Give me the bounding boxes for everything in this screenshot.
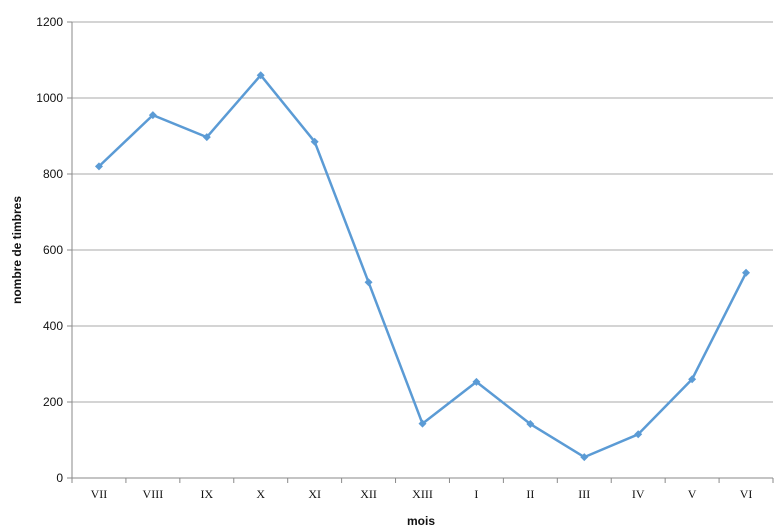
data-point-xiii — [418, 419, 427, 428]
x-tick-label-x: X — [256, 487, 265, 501]
y-tick-label: 200 — [43, 395, 63, 409]
data-point-vii — [94, 162, 103, 171]
x-tick-label-ix: IX — [200, 487, 213, 501]
y-tick-labels: 0 200 400 600 800 1000 1200 — [36, 15, 63, 485]
axes — [67, 21, 774, 483]
data-point-v — [688, 375, 697, 384]
x-tick-label-viii: VIII — [143, 487, 164, 501]
x-tick-label-vi: VI — [740, 487, 753, 501]
data-point-vi — [742, 268, 751, 277]
x-tick-label-iii: III — [578, 487, 590, 501]
data-point-iv — [634, 430, 643, 439]
y-tick-label: 1000 — [36, 91, 63, 105]
x-tick-label-ii: II — [526, 487, 534, 501]
gridlines — [72, 21, 773, 403]
x-tick-label-xiii: XIII — [412, 487, 433, 501]
data-point-xii — [364, 278, 373, 287]
y-tick-label: 1200 — [36, 15, 63, 29]
y-tick-label: 0 — [56, 471, 63, 485]
x-tick-label-xii: XII — [360, 487, 377, 501]
data-point-x — [256, 71, 265, 80]
data-point-iii — [580, 453, 589, 462]
y-tick-label: 600 — [43, 243, 63, 257]
x-tick-labels: VII VIII IX X XI XII XIII I II III IV V VI — [91, 487, 753, 501]
data-point-i — [472, 377, 481, 386]
y-axis-title: nombre de timbres — [10, 196, 24, 304]
x-axis-title: mois — [407, 514, 435, 528]
x-tick-label-xi: XI — [308, 487, 321, 501]
data-point-ii — [526, 420, 535, 429]
series-line — [98, 73, 748, 459]
y-tick-label: 400 — [43, 319, 63, 333]
x-tick-label-vii: VII — [91, 487, 108, 501]
y-tick-label: 800 — [43, 167, 63, 181]
x-tick-label-i: I — [474, 487, 478, 501]
x-tick-label-iv: IV — [632, 487, 645, 501]
data-point-viii — [148, 111, 157, 120]
data-point-ix — [202, 133, 211, 142]
x-tick-label-v: V — [688, 487, 697, 501]
data-point-xi — [310, 137, 319, 146]
series-layer — [94, 71, 751, 462]
